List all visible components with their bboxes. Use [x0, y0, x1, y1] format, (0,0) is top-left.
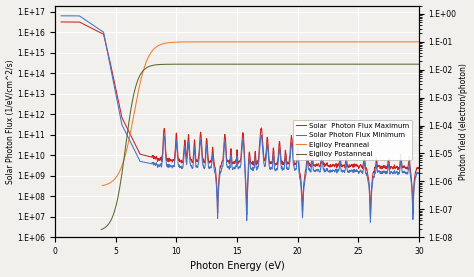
Y-axis label: Solar Photon Flux (1/eV/cm^2/s): Solar Photon Flux (1/eV/cm^2/s)	[6, 59, 15, 184]
Elgiloy Preanneal	[416, 40, 422, 43]
Elgiloy Postanneal	[325, 63, 331, 66]
Solar  Photon Flux Maximum	[325, 164, 331, 168]
Elgiloy Postanneal	[165, 63, 171, 66]
Line: Solar  Photon Flux Maximum: Solar Photon Flux Maximum	[61, 22, 419, 217]
Solar Photon Flux Minimum	[195, 164, 201, 168]
Solar Photon Flux Minimum	[123, 132, 129, 135]
Legend: Solar  Photon Flux Maximum, Solar Photon Flux Minimum, Elgiloy Preanneal, Elgilo: Solar Photon Flux Maximum, Solar Photon …	[293, 120, 412, 160]
Line: Elgiloy Postanneal: Elgiloy Postanneal	[101, 64, 419, 230]
Elgiloy Postanneal	[99, 228, 104, 231]
Solar  Photon Flux Maximum	[123, 124, 129, 128]
Solar  Photon Flux Maximum	[195, 158, 201, 162]
Y-axis label: Photon Yield (electron/photon): Photon Yield (electron/photon)	[459, 63, 468, 180]
Solar  Photon Flux Maximum	[367, 215, 373, 219]
Solar Photon Flux Minimum	[353, 169, 358, 172]
Solar  Photon Flux Maximum	[58, 20, 64, 24]
Elgiloy Postanneal	[147, 65, 153, 68]
Elgiloy Postanneal	[219, 63, 225, 66]
Elgiloy Preanneal	[205, 40, 211, 43]
Elgiloy Preanneal	[143, 61, 149, 64]
Elgiloy Preanneal	[100, 184, 105, 187]
Solar  Photon Flux Maximum	[416, 166, 422, 170]
Elgiloy Postanneal	[194, 63, 200, 66]
Solar  Photon Flux Maximum	[291, 158, 297, 162]
Elgiloy Preanneal	[291, 40, 296, 43]
Line: Elgiloy Preanneal: Elgiloy Preanneal	[102, 42, 419, 186]
Elgiloy Preanneal	[339, 40, 345, 43]
Elgiloy Preanneal	[220, 40, 226, 43]
X-axis label: Photon Energy (eV): Photon Energy (eV)	[190, 261, 284, 271]
Elgiloy Preanneal	[245, 40, 250, 43]
Solar Photon Flux Minimum	[58, 14, 64, 17]
Solar Photon Flux Minimum	[416, 171, 422, 175]
Solar  Photon Flux Maximum	[273, 163, 279, 166]
Solar Photon Flux Minimum	[325, 170, 331, 173]
Solar  Photon Flux Maximum	[353, 164, 358, 167]
Elgiloy Postanneal	[416, 63, 422, 66]
Elgiloy Preanneal	[379, 40, 384, 43]
Elgiloy Postanneal	[157, 63, 163, 66]
Elgiloy Postanneal	[290, 63, 296, 66]
Line: Solar Photon Flux Minimum: Solar Photon Flux Minimum	[61, 16, 419, 222]
Solar Photon Flux Minimum	[291, 164, 297, 168]
Solar Photon Flux Minimum	[367, 220, 373, 224]
Solar Photon Flux Minimum	[273, 168, 279, 171]
